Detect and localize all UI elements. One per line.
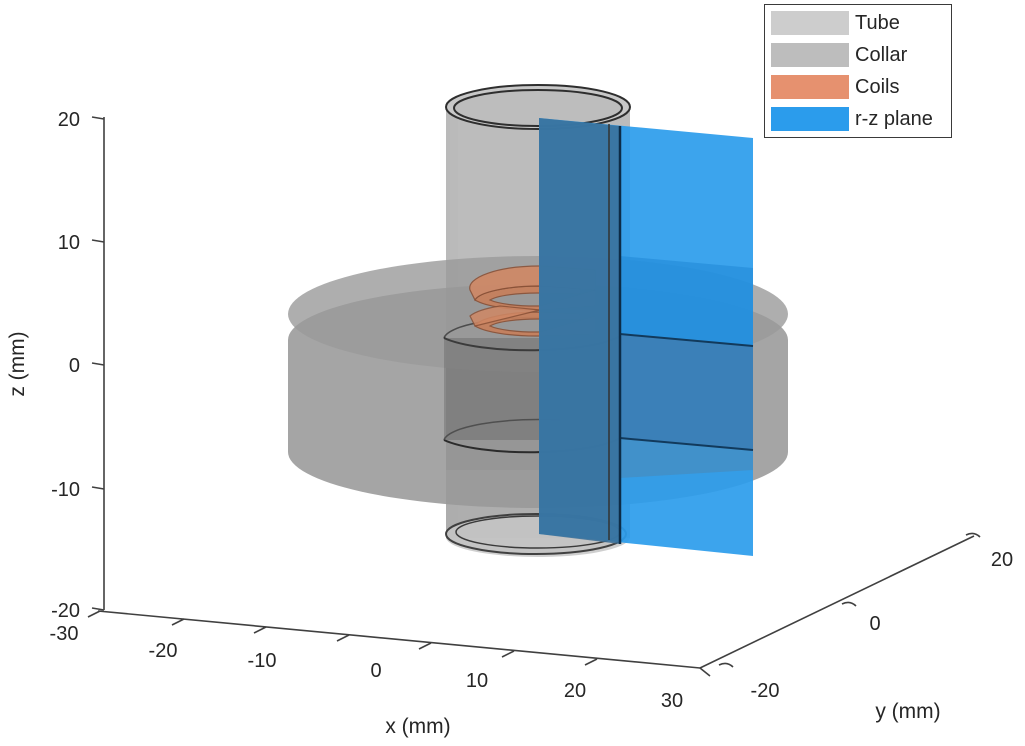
legend-label-rz-plane: r-z plane	[855, 107, 933, 130]
x-axis	[87, 610, 701, 669]
legend-swatch-rz-plane	[771, 107, 849, 131]
svg-text:10: 10	[58, 232, 80, 254]
svg-text:-30: -30	[50, 623, 79, 645]
legend-swatch-coils	[771, 75, 849, 99]
legend-label-coils: Coils	[855, 75, 900, 98]
svg-text:20: 20	[991, 549, 1013, 571]
svg-text:0: 0	[869, 613, 880, 635]
svg-text:20: 20	[564, 680, 586, 702]
legend-item-tube: Tube	[771, 9, 900, 37]
x-tick-labels: -30 -20 -10 0 10 20 30	[50, 623, 684, 712]
svg-text:-20: -20	[149, 640, 178, 662]
y-tick-labels: -20 0 20	[751, 549, 1014, 702]
svg-text:10: 10	[466, 670, 488, 692]
svg-text:0: 0	[370, 660, 381, 682]
legend-item-coils: Coils	[771, 73, 899, 101]
z-tick-labels: 20 10 0 -10 -20	[51, 109, 80, 622]
legend-label-tube: Tube	[855, 11, 900, 34]
svg-text:-10: -10	[248, 650, 277, 672]
legend-item-collar: Collar	[771, 41, 907, 69]
z-axis	[91, 116, 105, 611]
r-z-plane	[539, 118, 754, 556]
svg-text:20: 20	[58, 109, 80, 131]
legend: Tube Collar Coils r-z plane	[764, 4, 952, 138]
svg-text:-20: -20	[751, 680, 780, 702]
x-axis-label: x (mm)	[385, 715, 450, 738]
y-axis-label: y (mm)	[875, 700, 940, 723]
svg-text:0: 0	[69, 355, 80, 377]
legend-item-rz-plane: r-z plane	[771, 105, 933, 133]
svg-text:-20: -20	[51, 600, 80, 622]
legend-swatch-collar	[771, 43, 849, 67]
svg-text:30: 30	[661, 690, 683, 712]
legend-swatch-tube	[771, 11, 849, 35]
legend-label-collar: Collar	[855, 43, 908, 66]
y-axis	[699, 532, 981, 677]
z-axis-label: z (mm)	[6, 331, 29, 396]
svg-text:-10: -10	[51, 479, 80, 501]
